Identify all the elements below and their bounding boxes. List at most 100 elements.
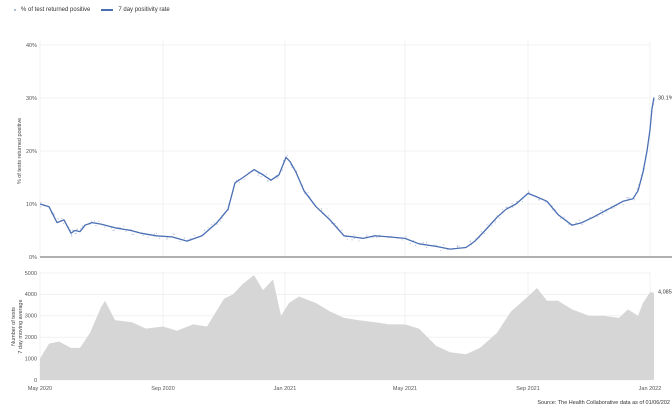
daily-positive-point	[353, 238, 355, 240]
legend-line-marker	[101, 9, 114, 11]
daily-positive-point	[203, 229, 206, 231]
daily-positive-point	[579, 219, 581, 221]
daily-positive-point	[276, 177, 278, 179]
bottom-y-axis-title: 7 day moving average	[18, 299, 24, 353]
daily-positive-point	[123, 225, 125, 227]
daily-positive-point	[80, 228, 82, 230]
daily-positive-point	[238, 182, 240, 184]
daily-positive-point	[257, 174, 259, 176]
daily-positive-point	[494, 220, 496, 222]
daily-positive-point	[376, 236, 378, 238]
daily-positive-point	[480, 231, 482, 233]
daily-positive-point	[98, 220, 100, 222]
bottom-ytick-label: 1000	[25, 356, 37, 362]
daily-positive-point	[636, 188, 638, 190]
xtick-label: Jan 2021	[274, 386, 297, 392]
daily-positive-point	[602, 213, 604, 215]
daily-positive-point	[626, 196, 628, 199]
daily-positive-point	[538, 199, 540, 201]
daily-positive-point	[257, 173, 260, 175]
daily-positive-point	[563, 216, 565, 218]
daily-positive-point	[71, 234, 73, 236]
daily-positive-point	[179, 240, 181, 243]
daily-positive-point	[40, 201, 42, 204]
top-ytick-label: 0%	[29, 255, 37, 261]
daily-positive-point	[443, 244, 445, 246]
daily-positive-point	[71, 235, 73, 237]
daily-positive-point	[166, 238, 168, 240]
daily-positive-point	[220, 220, 222, 222]
daily-positive-point	[57, 218, 59, 220]
daily-positive-point	[334, 222, 336, 225]
daily-positive-point	[61, 217, 63, 219]
daily-positive-point	[321, 209, 323, 211]
daily-positive-point	[401, 239, 403, 241]
daily-positive-point	[53, 213, 55, 215]
daily-positive-point	[581, 223, 583, 226]
tests-area	[40, 275, 654, 380]
daily-positive-point	[341, 229, 343, 231]
daily-positive-point	[528, 190, 530, 192]
daily-positive-point	[484, 232, 486, 235]
daily-positive-point	[353, 234, 355, 236]
daily-positive-point	[131, 233, 133, 235]
legend: % of test returned positive 7 day positi…	[14, 7, 170, 13]
bottom-ytick-label: 3000	[25, 314, 37, 320]
legend-points-label: % of test returned positive	[21, 7, 91, 13]
daily-positive-point	[133, 233, 135, 235]
daily-positive-point	[440, 250, 442, 252]
daily-positive-point	[260, 176, 262, 178]
daily-positive-point	[147, 236, 149, 238]
daily-positive-point	[125, 230, 127, 232]
daily-positive-point	[216, 223, 218, 225]
top-ytick-label: 10%	[26, 202, 37, 208]
daily-positive-point	[469, 240, 471, 242]
daily-positive-point	[614, 207, 616, 209]
daily-positive-point	[436, 244, 438, 247]
daily-positive-point	[633, 199, 635, 201]
daily-positive-point	[457, 246, 459, 248]
daily-positive-point	[277, 176, 279, 178]
daily-positive-point	[512, 206, 514, 208]
daily-positive-point	[159, 237, 161, 239]
daily-positive-point	[281, 169, 283, 171]
daily-positive-point	[153, 233, 155, 235]
daily-positive-point	[521, 200, 523, 203]
daily-positive-point	[601, 209, 603, 211]
daily-positive-point	[551, 209, 553, 211]
daily-positive-point	[265, 173, 268, 175]
daily-positive-point	[193, 234, 195, 236]
daily-positive-point	[93, 220, 95, 222]
positivity-line	[39, 97, 655, 250]
daily-positive-point	[371, 237, 374, 239]
xtick-label: Sep 2021	[516, 386, 540, 392]
daily-positive-point	[486, 224, 488, 226]
daily-positive-point	[95, 225, 97, 227]
top-y-axis-title: % of tests returned positive	[17, 118, 23, 184]
daily-positive-point	[81, 225, 83, 227]
source-note: Source: The Health Collaborative data as…	[537, 400, 670, 406]
daily-positive-point	[568, 223, 570, 225]
daily-positive-point	[91, 220, 93, 222]
daily-positive-point	[184, 237, 186, 239]
daily-positive-point	[358, 240, 360, 242]
bottom-y-axis-title: Number of tests	[11, 307, 17, 346]
daily-positive-point	[142, 234, 144, 237]
bottom-ytick-label: 0	[34, 378, 37, 384]
daily-positive-point	[491, 225, 493, 227]
daily-positive-point	[622, 204, 624, 206]
daily-positive-point	[75, 232, 77, 234]
daily-positive-point	[409, 242, 411, 244]
daily-positive-point	[600, 209, 602, 211]
daily-positive-point	[166, 237, 168, 239]
daily-positive-point	[63, 222, 65, 224]
daily-positive-point	[320, 207, 323, 210]
daily-positive-point	[555, 209, 557, 211]
daily-positive-point	[499, 217, 501, 219]
daily-positive-point	[426, 246, 428, 249]
daily-positive-point	[415, 244, 417, 246]
daily-positive-point	[458, 245, 460, 247]
daily-positive-point	[366, 234, 368, 236]
daily-positive-point	[243, 178, 245, 180]
